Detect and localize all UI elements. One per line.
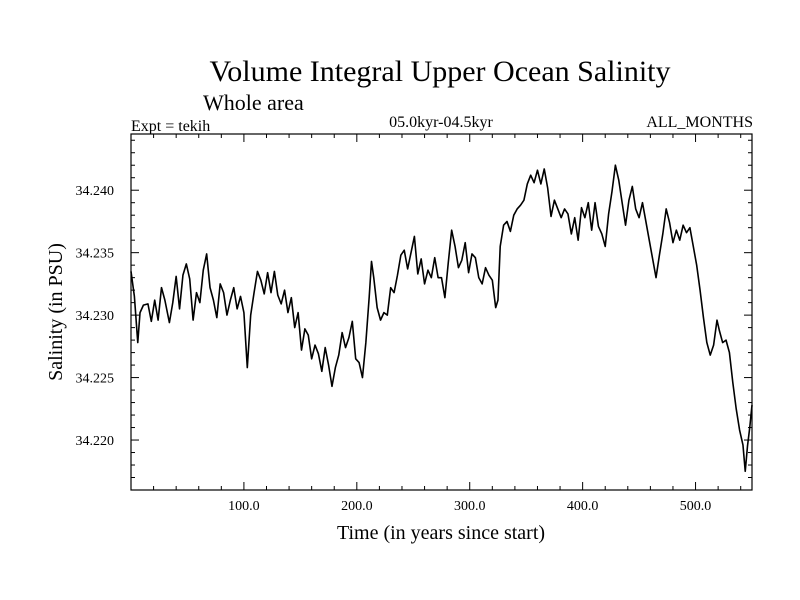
x-axis-tick-labels: 100.0 200.0 300.0 400.0 500.0 xyxy=(228,499,711,514)
period-label: 05.0kyr-04.5kyr xyxy=(389,114,493,131)
y-axis-tick-labels: 34.220 34.225 34.230 34.235 34.240 xyxy=(76,184,115,449)
chart-subtitle: Whole area xyxy=(203,90,304,115)
x-tick-label: 400.0 xyxy=(567,499,599,514)
plot-area: 100.0 200.0 300.0 400.0 500.0 34.22034.22534… xyxy=(76,133,753,514)
x-axis-label: Time (in years since start) xyxy=(337,522,545,544)
y-tick-label: 34.235 xyxy=(76,247,115,262)
y-axis-ticks xyxy=(131,139,752,479)
plot-frame xyxy=(130,133,753,491)
chart-title: Volume Integral Upper Ocean Salinity xyxy=(210,55,671,88)
y-tick-label: 34.240 xyxy=(76,184,115,199)
y-tick-label: 34.220 xyxy=(76,434,115,449)
y-tick-label: 34.225 xyxy=(76,372,115,387)
x-tick-label: 500.0 xyxy=(680,499,712,514)
salinity-series-line xyxy=(130,164,753,473)
y-axis-label: Salinity (in PSU) xyxy=(45,243,67,381)
x-axis-ticks xyxy=(153,134,742,490)
experiment-label: Expt = tekih xyxy=(131,118,210,135)
x-tick-label: 100.0 xyxy=(228,499,260,514)
y-tick-label: 34.230 xyxy=(76,309,115,324)
x-tick-label: 300.0 xyxy=(454,499,486,514)
x-tick-label: 200.0 xyxy=(341,499,373,514)
months-label: ALL_MONTHS xyxy=(646,114,753,131)
